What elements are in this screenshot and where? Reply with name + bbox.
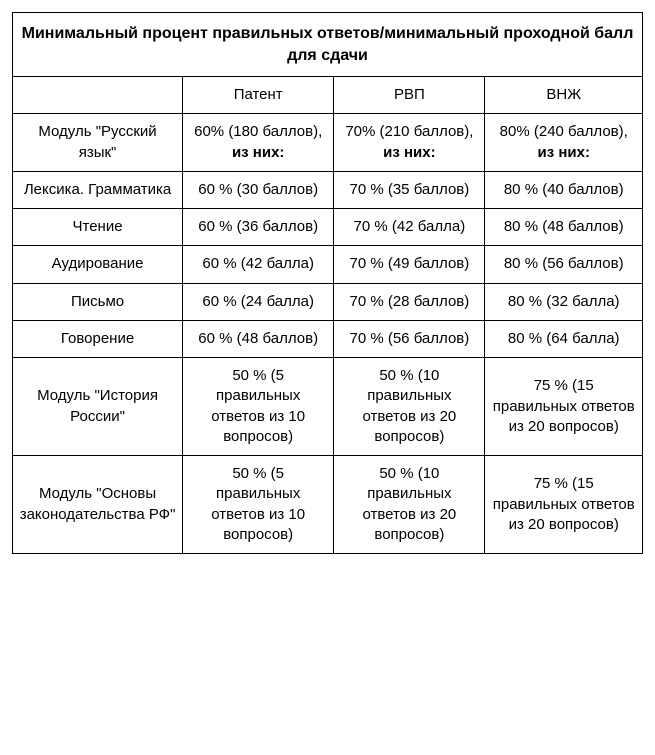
cell: 80% (240 баллов), из них:	[485, 114, 643, 172]
cell: 70 % (56 баллов)	[334, 320, 485, 357]
row-label: Аудирование	[13, 246, 183, 283]
title-row: Минимальный процент правильных ответов/м…	[13, 13, 643, 77]
table-row: Модуль "Основы законодательства РФ"50 % …	[13, 456, 643, 554]
cell: 60 % (48 баллов)	[183, 320, 334, 357]
header-rvp: РВП	[334, 77, 485, 114]
header-vnzh: ВНЖ	[485, 77, 643, 114]
cell: 70% (210 баллов), из них:	[334, 114, 485, 172]
row-label: Модуль "Русский язык"	[13, 114, 183, 172]
cell: 80 % (40 баллов)	[485, 171, 643, 208]
cell: 50 % (5 правильных ответов из 10 вопросо…	[183, 358, 334, 456]
row-label: Письмо	[13, 283, 183, 320]
cell: 60 % (36 баллов)	[183, 209, 334, 246]
cell: 60 % (42 балла)	[183, 246, 334, 283]
table-row: Чтение60 % (36 баллов)70 % (42 балла)80 …	[13, 209, 643, 246]
header-row: Патент РВП ВНЖ	[13, 77, 643, 114]
cell: 60 % (24 балла)	[183, 283, 334, 320]
table-title: Минимальный процент правильных ответов/м…	[13, 13, 643, 77]
header-blank	[13, 77, 183, 114]
row-label: Модуль "История России"	[13, 358, 183, 456]
cell: 70 % (28 баллов)	[334, 283, 485, 320]
cell: 80 % (56 баллов)	[485, 246, 643, 283]
table-row: Аудирование60 % (42 балла)70 % (49 балло…	[13, 246, 643, 283]
cell: 80 % (64 балла)	[485, 320, 643, 357]
row-label: Чтение	[13, 209, 183, 246]
cell: 75 % (15 правильных ответов из 20 вопрос…	[485, 358, 643, 456]
cell: 80 % (32 балла)	[485, 283, 643, 320]
table-row: Модуль "История России"50 % (5 правильны…	[13, 358, 643, 456]
cell: 60% (180 баллов), из них:	[183, 114, 334, 172]
cell: 75 % (15 правильных ответов из 20 вопрос…	[485, 456, 643, 554]
table-row: Письмо60 % (24 балла)70 % (28 баллов)80 …	[13, 283, 643, 320]
cell: 60 % (30 баллов)	[183, 171, 334, 208]
table-row: Модуль "Русский язык"60% (180 баллов), и…	[13, 114, 643, 172]
cell: 50 % (10 правильных ответов из 20 вопрос…	[334, 456, 485, 554]
header-patent: Патент	[183, 77, 334, 114]
cell: 70 % (42 балла)	[334, 209, 485, 246]
cell: 70 % (49 баллов)	[334, 246, 485, 283]
table-body: Модуль "Русский язык"60% (180 баллов), и…	[13, 114, 643, 554]
row-label: Лексика. Грамматика	[13, 171, 183, 208]
table-row: Лексика. Грамматика60 % (30 баллов)70 % …	[13, 171, 643, 208]
table-row: Говорение60 % (48 баллов)70 % (56 баллов…	[13, 320, 643, 357]
score-table: Минимальный процент правильных ответов/м…	[12, 12, 643, 554]
cell: 50 % (5 правильных ответов из 10 вопросо…	[183, 456, 334, 554]
cell: 80 % (48 баллов)	[485, 209, 643, 246]
cell: 50 % (10 правильных ответов из 20 вопрос…	[334, 358, 485, 456]
row-label: Модуль "Основы законодательства РФ"	[13, 456, 183, 554]
cell: 70 % (35 баллов)	[334, 171, 485, 208]
row-label: Говорение	[13, 320, 183, 357]
